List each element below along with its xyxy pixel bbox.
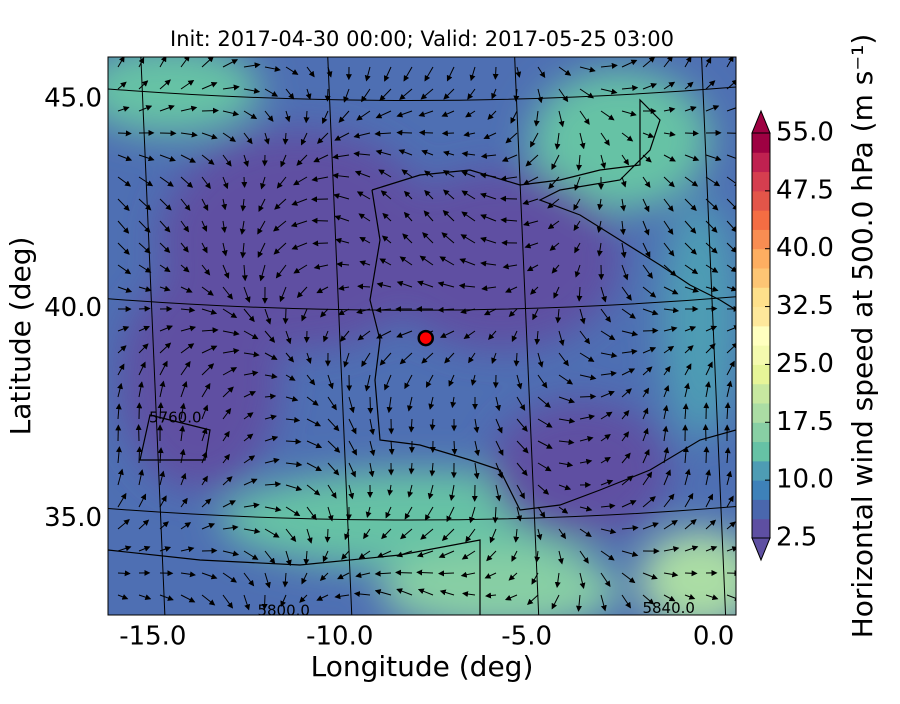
- colorbar-tick-label: 2.5: [776, 523, 817, 553]
- colorbar-band: [752, 152, 770, 172]
- colorbar-band: [752, 191, 770, 211]
- colorbar-band: [752, 268, 770, 288]
- colorbar-tick-label: 10.0: [776, 465, 834, 495]
- colorbar-tick-label: 47.5: [776, 175, 834, 205]
- colorbar-tick-label: 40.0: [776, 233, 834, 263]
- wind-arrow: [580, 396, 595, 397]
- y-tick-label: 40.0: [44, 293, 102, 323]
- y-tick-label: 35.0: [44, 503, 102, 533]
- chart-title: Init: 2017-04-30 00:00; Valid: 2017-05-2…: [170, 27, 674, 51]
- colorbar-band: [752, 519, 770, 539]
- wind-arrow: [285, 309, 286, 323]
- wind-arrow: [313, 243, 328, 244]
- wind-arrow: [420, 132, 433, 133]
- colorbar-band: [752, 307, 770, 327]
- contour-label: 5760.0: [149, 408, 202, 426]
- y-axis-label: Latitude (deg): [4, 237, 37, 436]
- colorbar-band: [752, 133, 770, 153]
- colorbar-band: [752, 461, 770, 481]
- site-marker: [419, 331, 433, 345]
- colorbar: 2.5 10.0 17.5 25.0 32.5 40.0 47.5 55.0: [752, 111, 834, 560]
- x-tick-label: 0.0: [693, 622, 734, 652]
- colorbar-band: [752, 422, 770, 442]
- y-tick-label: 45.0: [44, 83, 102, 113]
- wind-arrow: [118, 573, 130, 574]
- colorbar-band: [752, 442, 770, 462]
- colorbar-band: [752, 326, 770, 346]
- contour-label: 5840.0: [642, 599, 695, 617]
- x-tick-label: -15.0: [119, 622, 186, 652]
- colorbar-tick-label: 17.5: [776, 407, 834, 437]
- x-tick-label: -10.0: [306, 622, 373, 652]
- colorbar-band: [752, 480, 770, 500]
- wind-arrow: [202, 110, 218, 111]
- colorbar-band: [752, 403, 770, 423]
- contour-label: 5800.0: [257, 601, 310, 619]
- wind-arrow: [370, 397, 371, 413]
- wind-arrow: [439, 573, 454, 574]
- wind-arrow: [495, 67, 496, 79]
- wind-arrow: [327, 89, 328, 101]
- x-axis-label: Longitude (deg): [311, 650, 534, 683]
- colorbar-band: [752, 287, 770, 307]
- wind-arrow: [139, 447, 140, 463]
- colorbar-extend-max: [752, 111, 770, 133]
- wind-arrow: [118, 133, 131, 134]
- colorbar-tick-label: 25.0: [776, 349, 834, 379]
- colorbar-band: [752, 364, 770, 384]
- colorbar-tick-label: 55.0: [776, 118, 834, 148]
- colorbar-band: [752, 249, 770, 269]
- colorbar-extend-min: [752, 538, 770, 560]
- wind-arrow: [417, 572, 433, 573]
- colorbar-band: [752, 210, 770, 230]
- colorbar-band: [752, 384, 770, 404]
- wind-arrow: [244, 177, 245, 187]
- colorbar-band: [752, 172, 770, 192]
- colorbar-tick-label: 32.5: [776, 291, 834, 321]
- x-tick-label: -5.0: [501, 622, 552, 652]
- colorbar-band: [752, 345, 770, 365]
- wind-arrow: [396, 572, 412, 573]
- colorbar-band: [752, 229, 770, 249]
- colorbar-label: Horizontal wind speed at 500.0 hPa (m s⁻…: [846, 34, 879, 639]
- colorbar-band: [752, 499, 770, 519]
- wind-arrow: [327, 529, 328, 542]
- wind-arrow: [706, 447, 707, 463]
